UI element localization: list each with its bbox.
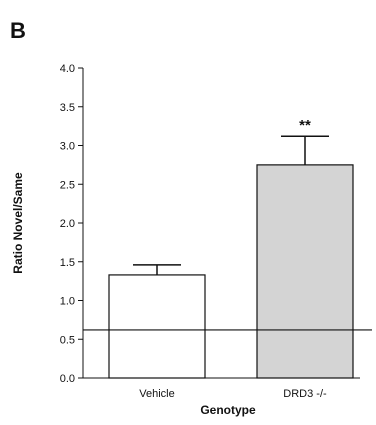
y-tick-label: 4.0 — [60, 63, 75, 75]
y-tick-label: 3.0 — [60, 141, 75, 153]
y-tick-label: 2.0 — [60, 218, 75, 230]
y-tick-label: 2.5 — [60, 179, 75, 191]
y-tick-label: 1.0 — [60, 296, 75, 308]
x-category-label: DRD3 -/- — [283, 388, 327, 400]
y-tick-label: 0.5 — [60, 334, 75, 346]
x-axis-categories: Vehicle DRD3 -/- — [139, 388, 327, 400]
y-tick-label: 3.5 — [60, 102, 75, 114]
bar-0 — [108, 274, 206, 379]
bars: ** — [108, 117, 354, 379]
significance-marker: ** — [299, 117, 311, 134]
y-tick-label: 1.5 — [60, 257, 75, 269]
bar-1 — [256, 164, 354, 379]
y-tick-label: 0.0 — [60, 373, 75, 385]
panel-label: B — [10, 18, 26, 43]
x-category-label: Vehicle — [139, 388, 174, 400]
y-axis-title: Ratio Novel/Same — [11, 172, 25, 274]
y-axis-ticks: 0.0 0.5 1.0 1.5 2.0 2.5 3.0 3.5 4.0 — [60, 63, 83, 385]
x-axis-title: Genotype — [200, 403, 256, 417]
